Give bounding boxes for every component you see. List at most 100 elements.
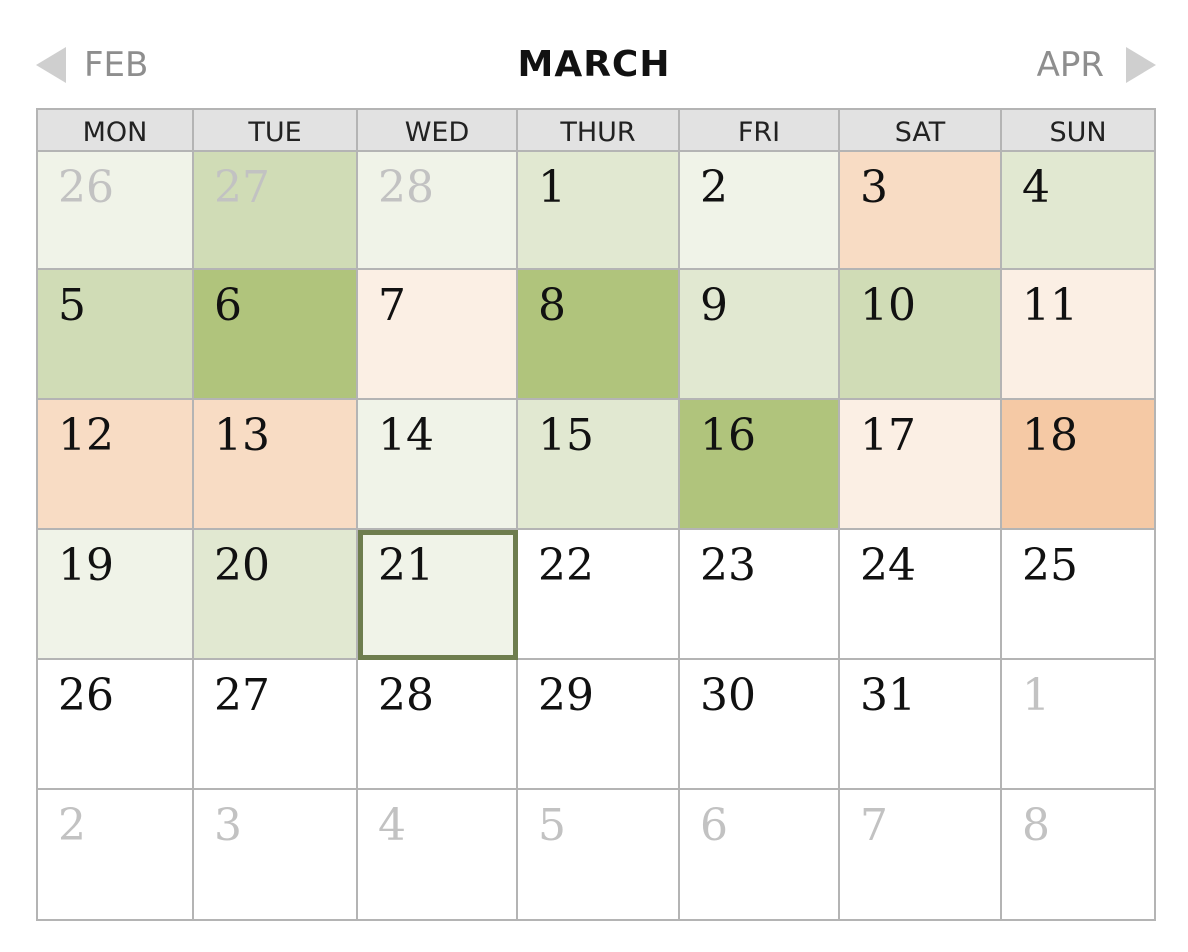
weekday-fri: FRI: [680, 110, 840, 150]
day-number: 8: [538, 280, 566, 331]
day-cell[interactable]: 13: [194, 400, 358, 530]
day-number: 10: [860, 280, 916, 331]
day-cell[interactable]: 10: [840, 270, 1002, 400]
day-cell[interactable]: 31: [840, 660, 1002, 790]
day-cell[interactable]: 12: [38, 400, 194, 530]
day-cell-other-month[interactable]: 7: [840, 790, 1002, 919]
day-number: 4: [378, 800, 406, 851]
day-number: 16: [700, 410, 756, 461]
day-number: 27: [214, 162, 270, 213]
day-cell[interactable]: 2: [680, 152, 840, 270]
day-number: 26: [58, 162, 114, 213]
day-number: 3: [860, 162, 888, 213]
day-number: 2: [58, 800, 86, 851]
day-number: 2: [700, 162, 728, 213]
day-cell-other-month[interactable]: 1: [1002, 660, 1154, 790]
month-title: MARCH: [517, 44, 671, 85]
day-number: 28: [378, 162, 434, 213]
day-number: 6: [214, 280, 242, 331]
day-cell[interactable]: 3: [840, 152, 1002, 270]
day-cell[interactable]: 22: [518, 530, 680, 660]
day-number: 28: [378, 670, 434, 721]
day-number: 12: [58, 410, 114, 461]
day-number: 25: [1022, 540, 1078, 591]
day-number: 5: [538, 800, 566, 851]
day-cell-other-month[interactable]: 2: [38, 790, 194, 919]
next-month-label: APR: [1036, 45, 1104, 85]
day-number: 24: [860, 540, 916, 591]
day-cell-other-month[interactable]: 27: [194, 152, 358, 270]
day-cell[interactable]: 19: [38, 530, 194, 660]
day-number: 20: [214, 540, 270, 591]
day-number: 15: [538, 410, 594, 461]
day-cell[interactable]: 11: [1002, 270, 1154, 400]
day-cell[interactable]: 6: [194, 270, 358, 400]
day-number: 19: [58, 540, 114, 591]
day-number: 7: [378, 280, 406, 331]
day-number: 31: [860, 670, 916, 721]
day-cell-other-month[interactable]: 26: [38, 152, 194, 270]
day-cell[interactable]: 4: [1002, 152, 1154, 270]
weekday-header-row: MON TUE WED THUR FRI SAT SUN: [38, 110, 1154, 152]
day-number: 1: [1022, 670, 1050, 721]
day-cell[interactable]: 17: [840, 400, 1002, 530]
weekday-sat: SAT: [840, 110, 1002, 150]
day-cell[interactable]: 23: [680, 530, 840, 660]
weekday-thur: THUR: [518, 110, 680, 150]
weekday-wed: WED: [358, 110, 518, 150]
day-number: 13: [214, 410, 270, 461]
day-cell-other-month[interactable]: 8: [1002, 790, 1154, 919]
day-number: 9: [700, 280, 728, 331]
day-number: 26: [58, 670, 114, 721]
day-cell[interactable]: 1: [518, 152, 680, 270]
day-cell[interactable]: 7: [358, 270, 518, 400]
day-number: 30: [700, 670, 756, 721]
day-cell[interactable]: 18: [1002, 400, 1154, 530]
day-number: 29: [538, 670, 594, 721]
day-cell[interactable]: 5: [38, 270, 194, 400]
day-cell[interactable]: 26: [38, 660, 194, 790]
day-number: 23: [700, 540, 756, 591]
prev-month-label: FEB: [84, 45, 149, 85]
day-cell-other-month[interactable]: 5: [518, 790, 680, 919]
day-cell[interactable]: 29: [518, 660, 680, 790]
day-cell-other-month[interactable]: 28: [358, 152, 518, 270]
day-cell-other-month[interactable]: 3: [194, 790, 358, 919]
day-number: 14: [378, 410, 434, 461]
weekday-mon: MON: [38, 110, 194, 150]
day-number: 17: [860, 410, 916, 461]
day-number: 7: [860, 800, 888, 851]
next-month-button[interactable]: APR: [1037, 40, 1156, 90]
day-cell-other-month[interactable]: 4: [358, 790, 518, 919]
day-number: 8: [1022, 800, 1050, 851]
day-cell[interactable]: 20: [194, 530, 358, 660]
day-number: 18: [1022, 410, 1078, 461]
day-number: 22: [538, 540, 594, 591]
day-cell[interactable]: 15: [518, 400, 680, 530]
day-cell[interactable]: 28: [358, 660, 518, 790]
day-cell-today[interactable]: 21: [358, 530, 518, 660]
prev-month-button[interactable]: FEB: [36, 40, 148, 90]
day-number: 11: [1022, 280, 1078, 331]
calendar-grid: MON TUE WED THUR FRI SAT SUN 26 27 28 1 2 3 4 5 6 7 8 9 10…: [36, 108, 1156, 921]
weekday-sun: SUN: [1049, 117, 1107, 148]
day-cell[interactable]: 8: [518, 270, 680, 400]
day-cell[interactable]: 24: [840, 530, 1002, 660]
day-cell[interactable]: 25: [1002, 530, 1154, 660]
day-number: 6: [700, 800, 728, 851]
day-cell[interactable]: 14: [358, 400, 518, 530]
day-cell[interactable]: 16: [680, 400, 840, 530]
weekday-tue: TUE: [194, 110, 358, 150]
day-cell-other-month[interactable]: 6: [680, 790, 840, 919]
day-number: 27: [214, 670, 270, 721]
day-number: 21: [378, 540, 434, 591]
triangle-left-icon: [36, 47, 66, 83]
triangle-right-icon: [1126, 47, 1156, 83]
day-number: 1: [538, 162, 566, 213]
day-number: 5: [58, 280, 86, 331]
day-number: 3: [214, 800, 242, 851]
day-cell[interactable]: 30: [680, 660, 840, 790]
day-cell[interactable]: 27: [194, 660, 358, 790]
day-cell[interactable]: 9: [680, 270, 840, 400]
day-number: 4: [1022, 162, 1050, 213]
